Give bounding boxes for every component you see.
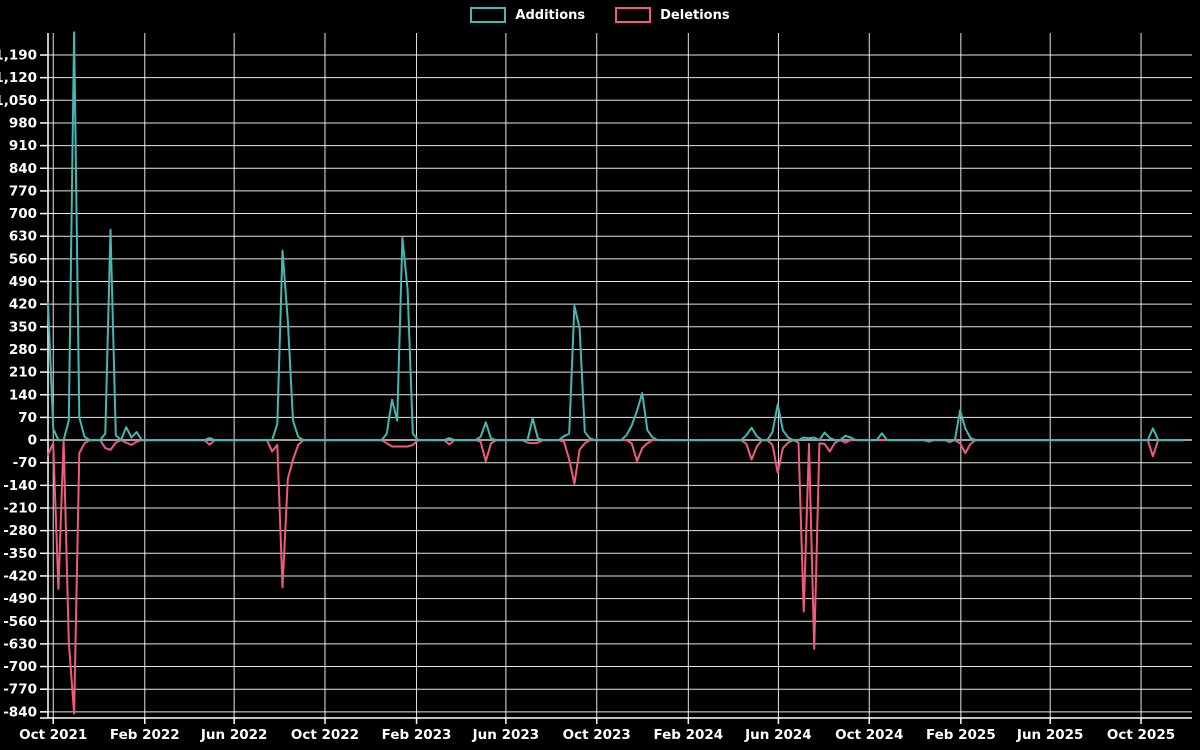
x-tick-label: Oct 2025 — [1107, 727, 1175, 743]
legend-item-additions[interactable]: Additions — [470, 7, 585, 23]
y-tick-label: 1,050 — [0, 93, 37, 109]
y-tick-label: 280 — [9, 342, 37, 358]
y-tick-label: 560 — [9, 251, 37, 267]
series-line-additions — [47, 31, 1186, 442]
y-tick-label: 770 — [9, 183, 37, 199]
x-tick-label: Jun 2023 — [472, 727, 540, 743]
x-tick-label: Oct 2021 — [19, 727, 87, 743]
y-tick-label: 0 — [28, 433, 37, 449]
y-tick-label: 70 — [18, 410, 37, 426]
y-tick-label: -840 — [3, 704, 37, 720]
y-tick-label: 980 — [9, 115, 37, 131]
legend-item-deletions[interactable]: Deletions — [615, 7, 730, 23]
y-tick-label: -350 — [3, 546, 37, 562]
y-tick-label: -490 — [3, 591, 37, 607]
x-tick-label: Feb 2022 — [110, 727, 180, 743]
y-tick-label: 630 — [9, 229, 37, 245]
y-tick-label: 140 — [9, 387, 37, 403]
y-tick-label: 700 — [9, 206, 37, 222]
x-tick-label: Feb 2024 — [653, 727, 723, 743]
additions-swatch-icon — [470, 7, 507, 23]
y-tick-label: 210 — [9, 365, 37, 381]
x-tick-label: Jun 2022 — [200, 727, 268, 743]
y-tick-label: 1,120 — [0, 70, 37, 86]
series-line-deletions — [47, 439, 1186, 715]
y-tick-label: 350 — [9, 319, 37, 335]
x-tick-label: Jun 2025 — [1016, 727, 1084, 743]
legend-label-additions: Additions — [515, 7, 586, 23]
legend-label-deletions: Deletions — [660, 7, 730, 23]
x-tick-label: Jun 2024 — [744, 727, 812, 743]
x-tick-label: Oct 2022 — [291, 727, 359, 743]
y-tick-label: -420 — [3, 568, 37, 584]
y-tick-label: -280 — [3, 523, 37, 539]
y-tick-label: -140 — [3, 478, 37, 494]
y-tick-label: -700 — [3, 659, 37, 675]
y-tick-label: -210 — [3, 501, 37, 517]
y-tick-label: -770 — [3, 682, 37, 698]
y-tick-label: -70 — [13, 455, 37, 471]
y-tick-label: 840 — [9, 161, 37, 177]
chart-legend: Additions Deletions — [0, 7, 1200, 23]
x-tick-label: Feb 2023 — [382, 727, 452, 743]
x-tick-label: Oct 2024 — [835, 727, 903, 743]
y-tick-label: 910 — [9, 138, 37, 154]
y-tick-label: -630 — [3, 636, 37, 652]
deletions-swatch-icon — [615, 7, 652, 23]
y-tick-label: -560 — [3, 614, 37, 630]
y-tick-label: 420 — [9, 297, 37, 313]
y-tick-label: 1,190 — [0, 48, 37, 64]
x-tick-label: Feb 2025 — [926, 727, 996, 743]
y-tick-label: 490 — [9, 274, 37, 290]
x-tick-label: Oct 2023 — [563, 727, 631, 743]
